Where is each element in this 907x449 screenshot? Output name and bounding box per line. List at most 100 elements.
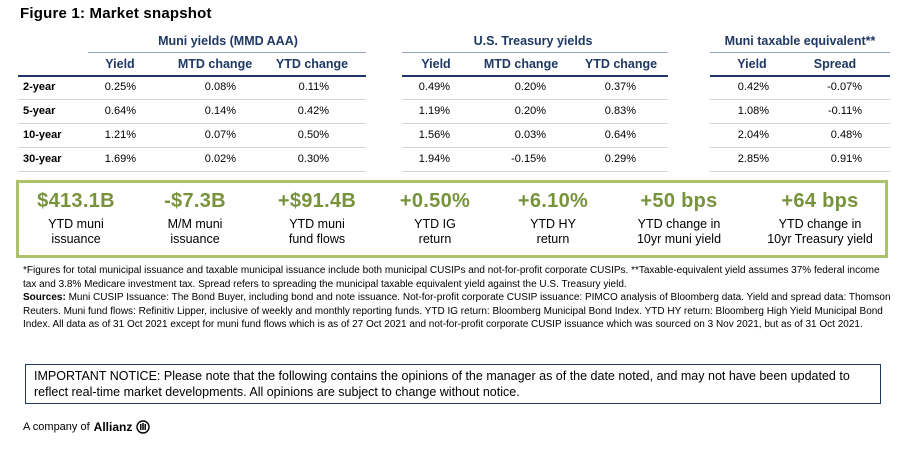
highlight-ytd-hy-return: +6.10% YTD HY return	[490, 189, 616, 247]
group-divider	[710, 52, 890, 53]
row-divider	[18, 123, 366, 124]
highlight-10yr-muni-yield-change: +50 bps YTD change in 10yr muni yield	[616, 189, 742, 247]
row-divider	[18, 99, 366, 100]
row-label-5-year: 5-year	[23, 105, 56, 117]
table-cell: 1.69%	[104, 153, 136, 165]
header-underline	[18, 75, 366, 77]
group-header-muni-yields: Muni yields (MMD AAA)	[158, 34, 298, 48]
row-divider	[710, 123, 890, 124]
table-cell: 2.85%	[737, 153, 769, 165]
row-divider	[710, 99, 890, 100]
table-cell: 0.50%	[297, 129, 329, 141]
header-underline	[710, 75, 890, 77]
table-cell: 0.42%	[737, 81, 769, 93]
group-header-taxable-equivalent: Muni taxable equivalent**	[724, 34, 876, 48]
allianz-logo-icon	[136, 420, 151, 434]
highlight-label: YTD change in	[637, 217, 721, 231]
row-divider	[18, 147, 366, 148]
highlight-label: 10yr Treasury yield	[767, 232, 873, 246]
row-divider	[402, 99, 668, 100]
table-cell: 2.04%	[737, 129, 769, 141]
table-cell: 1.94%	[418, 153, 450, 165]
highlight-label: YTD IG	[414, 217, 456, 231]
table-cell: -0.07%	[827, 81, 862, 93]
table-cell: 0.08%	[204, 81, 236, 93]
row-divider	[710, 147, 890, 148]
group-header-treasury-yields: U.S. Treasury yields	[473, 34, 593, 48]
col-header-muni-yield: Yield	[105, 57, 135, 71]
col-header-treasury-ytd: YTD change	[584, 57, 658, 71]
table-cell: 0.48%	[830, 129, 862, 141]
table-cell: -0.15%	[511, 153, 546, 165]
highlight-label: M/M muni	[167, 217, 223, 231]
highlight-value: -$7.3B	[164, 190, 226, 212]
table-cell: 1.21%	[104, 129, 136, 141]
highlight-ytd-ig-return: +0.50% YTD IG return	[372, 189, 498, 247]
highlight-value: $413.1B	[37, 190, 115, 212]
table-cell: 0.20%	[514, 81, 546, 93]
table-cell: 0.37%	[604, 81, 636, 93]
figure-title: Figure 1: Market snapshot	[20, 5, 212, 22]
highlight-label: fund flows	[288, 232, 346, 246]
row-divider	[18, 171, 366, 172]
highlight-ytd-muni-fund-flows: +$91.4B YTD muni fund flows	[254, 189, 380, 247]
highlight-label: YTD muni	[289, 217, 345, 231]
sources-text: Sources: Muni CUSIP Issuance: The Bond B…	[23, 291, 891, 332]
table-cell: 0.29%	[604, 153, 636, 165]
col-header-treasury-yield: Yield	[421, 57, 451, 71]
sources-label: Sources:	[23, 292, 66, 303]
highlight-label: 10yr muni yield	[636, 232, 722, 246]
group-divider	[88, 52, 366, 53]
table-cell: 0.91%	[830, 153, 862, 165]
table-cell: 1.56%	[418, 129, 450, 141]
table-cell: 1.08%	[737, 105, 769, 117]
highlight-label: return	[418, 232, 452, 246]
table-cell: -0.11%	[827, 105, 862, 117]
row-divider	[402, 123, 668, 124]
highlight-value: +6.10%	[517, 190, 589, 212]
table-cell: 0.03%	[514, 129, 546, 141]
col-header-taxable-spread: Spread	[813, 57, 857, 71]
table-cell: 0.49%	[418, 81, 450, 93]
table-cell: 0.64%	[104, 105, 136, 117]
table-cell: 0.20%	[514, 105, 546, 117]
highlight-value: +0.50%	[399, 190, 471, 212]
highlight-label: YTD muni	[48, 217, 104, 231]
highlight-ytd-muni-issuance: $413.1B YTD muni issuance	[13, 189, 139, 247]
footnotes: *Figures for total municipal issuance an…	[23, 264, 891, 332]
highlight-label: YTD change in	[778, 217, 862, 231]
table-cell: 0.30%	[297, 153, 329, 165]
col-header-treasury-mtd: MTD change	[483, 57, 559, 71]
col-header-muni-ytd: YTD change	[275, 57, 349, 71]
table-cell: 0.07%	[204, 129, 236, 141]
header-underline	[402, 75, 668, 77]
row-label-30-year: 30-year	[23, 153, 62, 165]
highlight-value: +64 bps	[781, 190, 859, 212]
row-label-2-year: 2-year	[23, 81, 56, 93]
row-divider	[402, 171, 668, 172]
sources-body: Muni CUSIP Issuance: The Bond Buyer, inc…	[23, 292, 891, 330]
brand-footer: A company of Allianz	[23, 420, 151, 434]
table-cell: 0.25%	[104, 81, 136, 93]
highlight-mm-muni-issuance: -$7.3B M/M muni issuance	[132, 189, 258, 247]
highlights-panel	[16, 180, 888, 258]
table-cell: 0.11%	[298, 81, 329, 93]
highlight-value: +50 bps	[640, 190, 718, 212]
row-divider	[710, 171, 890, 172]
highlight-label: return	[536, 232, 570, 246]
table-cell: 0.83%	[604, 105, 636, 117]
col-header-taxable-yield: Yield	[737, 57, 767, 71]
row-divider	[402, 147, 668, 148]
table-cell: 0.42%	[297, 105, 329, 117]
brand-name: Allianz	[93, 420, 133, 434]
important-notice: IMPORTANT NOTICE: Please note that the f…	[25, 364, 881, 404]
table-cell: 1.19%	[418, 105, 450, 117]
highlight-label: issuance	[51, 232, 101, 246]
col-header-muni-mtd: MTD change	[177, 57, 253, 71]
table-cell: 0.02%	[204, 153, 236, 165]
table-cell: 0.64%	[604, 129, 636, 141]
brand-prefix: A company of	[23, 421, 90, 433]
highlight-label: issuance	[170, 232, 220, 246]
highlight-10yr-treasury-yield-change: +64 bps YTD change in 10yr Treasury yiel…	[750, 189, 890, 247]
highlight-value: +$91.4B	[277, 190, 357, 212]
